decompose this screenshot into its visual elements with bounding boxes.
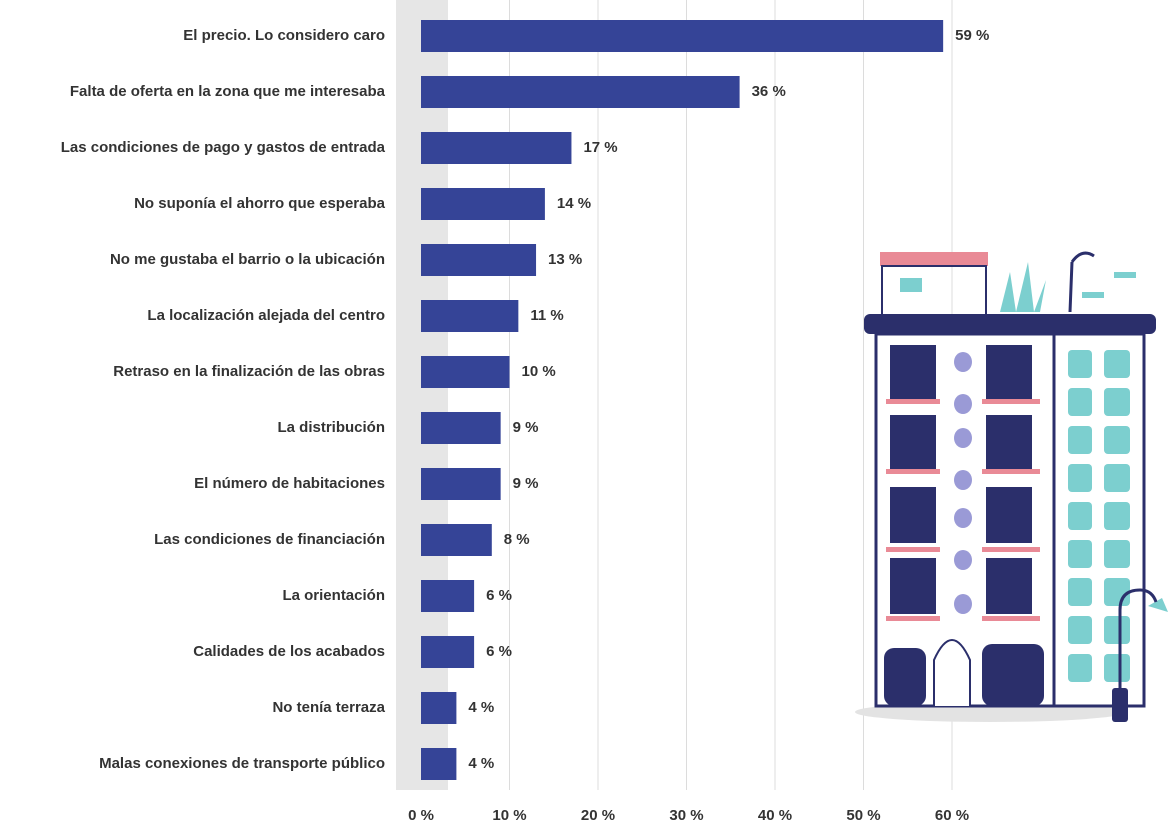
category-label: Las condiciones de pago y gastos de entr…	[61, 139, 386, 156]
value-label: 13 %	[548, 251, 582, 268]
bar	[421, 468, 501, 500]
bar	[421, 748, 456, 780]
category-label: El precio. Lo considero caro	[183, 27, 385, 44]
value-label: 9 %	[513, 475, 539, 492]
category-label: Retraso en la finalización de las obras	[113, 363, 385, 380]
category-label: No me gustaba el barrio o la ubicación	[110, 251, 385, 268]
value-label: 6 %	[486, 643, 512, 660]
value-label: 59 %	[955, 27, 989, 44]
x-tick-label: 40 %	[758, 807, 792, 824]
bars	[421, 20, 943, 780]
bar	[421, 524, 492, 556]
page: {"chart_data": {"type": "bar", "orientat…	[0, 0, 1168, 825]
x-tick-label: 50 %	[846, 807, 880, 824]
value-label: 4 %	[468, 755, 494, 772]
category-label: La distribución	[277, 419, 385, 436]
category-label: Malas conexiones de transporte público	[99, 755, 385, 772]
chart: 0 % 10 % 20 % 30 % 40 % 50 % 60 % El precio. Lo…	[0, 0, 1168, 825]
bar	[421, 580, 474, 612]
value-label: 36 %	[752, 83, 786, 100]
category-label: El número de habitaciones	[194, 475, 385, 492]
category-label: La localización alejada del centro	[147, 307, 385, 324]
value-label: 14 %	[557, 195, 591, 212]
bar	[421, 692, 456, 724]
bar	[421, 244, 536, 276]
bar	[421, 300, 518, 332]
x-tick-label: 60 %	[935, 807, 969, 824]
category-label: Las condiciones de financiación	[154, 531, 385, 548]
axis-band	[396, 0, 448, 790]
bar	[421, 412, 501, 444]
bar	[421, 20, 943, 52]
x-tick-label: 0 %	[408, 807, 434, 824]
value-label: 11 %	[530, 307, 563, 324]
x-tick-label: 20 %	[581, 807, 615, 824]
building-illustration	[855, 252, 1168, 722]
category-label: No tenía terraza	[272, 699, 385, 716]
bar	[421, 356, 510, 388]
value-label: 6 %	[486, 587, 512, 604]
x-tick-label: 30 %	[669, 807, 703, 824]
bar	[421, 188, 545, 220]
category-label: Calidades de los acabados	[193, 643, 385, 660]
value-label: 9 %	[513, 419, 539, 436]
x-tick-label: 10 %	[492, 807, 526, 824]
bar	[421, 636, 474, 668]
value-label: 17 %	[583, 139, 617, 156]
value-label: 8 %	[504, 531, 530, 548]
value-label: 4 %	[468, 699, 494, 716]
category-label: La orientación	[282, 587, 385, 604]
category-label: No suponía el ahorro que esperaba	[134, 195, 386, 212]
bar	[421, 76, 740, 108]
value-label: 10 %	[522, 363, 556, 380]
category-label: Falta de oferta en la zona que me intere…	[70, 83, 386, 100]
bar	[421, 132, 571, 164]
